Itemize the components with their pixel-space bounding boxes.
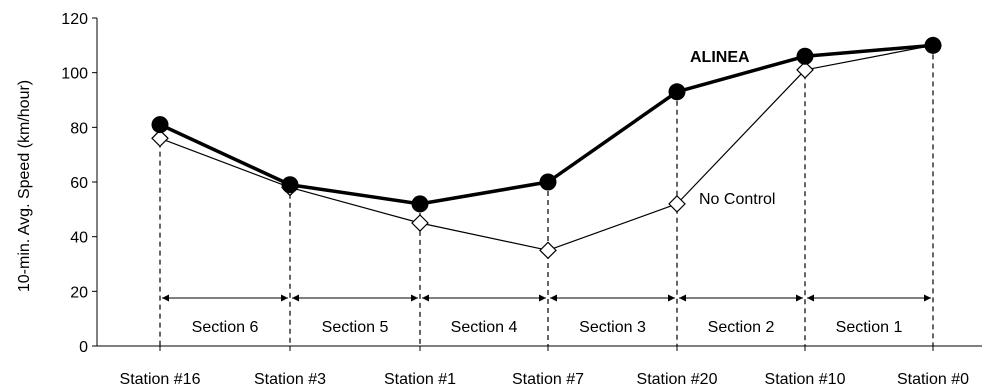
x-tick-label: Station #16	[120, 371, 201, 388]
y-axis-title: 10-min. Avg. Speed (km/hour)	[16, 80, 33, 292]
x-tick-label: Station #3	[254, 371, 326, 388]
section-label: Section 5	[322, 319, 389, 336]
no-control-point	[539, 241, 557, 260]
y-tick-label: 80	[70, 120, 88, 137]
y-tick-label: 20	[70, 284, 88, 301]
y-tick-label: 60	[70, 175, 88, 192]
alinea-point	[668, 83, 686, 101]
section-label: Section 1	[836, 319, 903, 336]
section-label: Section 4	[451, 319, 518, 336]
section-label: Section 3	[579, 319, 646, 336]
alinea-annotation: ALINEA	[690, 49, 750, 66]
alinea-point	[796, 47, 814, 65]
series-line-no-control	[159, 44, 934, 251]
no-control-point	[151, 129, 169, 148]
alinea-point	[539, 173, 557, 191]
y-tick-label: 100	[61, 66, 88, 83]
x-tick-label: Station #20	[637, 371, 718, 388]
x-tick-label: Station #10	[765, 371, 846, 388]
alinea-point	[924, 36, 942, 54]
x-tick-label: Station #7	[512, 371, 584, 388]
alinea-point	[151, 116, 169, 134]
alinea-point	[281, 176, 299, 194]
no-control-point	[411, 214, 429, 232]
y-tick-label: 40	[70, 230, 88, 247]
section-label: Section 6	[192, 319, 259, 336]
no-control-annotation: No Control	[699, 191, 775, 208]
y-tick-label: 120	[61, 11, 88, 28]
y-tick-label: 0	[79, 339, 88, 356]
no-control-point	[668, 195, 686, 213]
alinea-point	[411, 195, 429, 213]
no-control-point	[796, 61, 814, 79]
x-tick-label: Station #0	[897, 371, 969, 388]
x-tick-label: Station #1	[384, 371, 456, 388]
section-label: Section 2	[708, 319, 775, 336]
